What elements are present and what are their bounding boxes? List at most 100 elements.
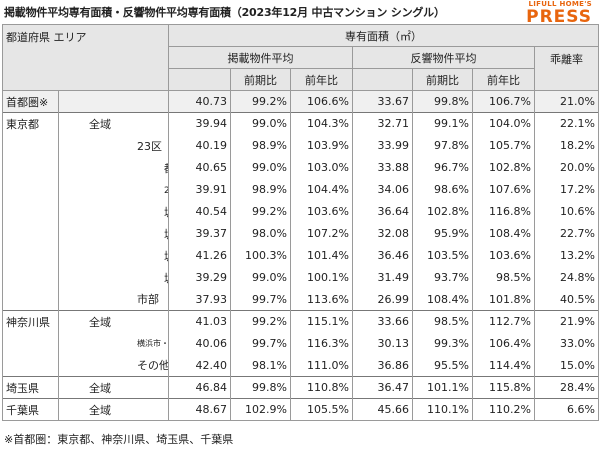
cell-resp: 36.46 (352, 244, 413, 267)
cell-resp-yoy: 112.7% (472, 310, 535, 333)
cell-listed: 39.91 (168, 178, 231, 201)
cell-listed: 39.37 (168, 222, 231, 245)
header-listed-value (168, 68, 231, 91)
table-body: 首都圏※ 40.73 99.2% 106.6% 33.67 99.8% 106.7% 21.0… (2, 90, 599, 421)
footnote: ※首都圏：東京都、神奈川県、埼玉県、千葉県 (4, 433, 234, 446)
table-row: 23区その他39.9198.9%104.4%34.0698.6%107.6%17… (2, 178, 599, 201)
table-row: 千葉県 全域 48.67 102.9% 105.5% 45.66 110.1% 110.2% 6… (2, 398, 599, 421)
cell-area: 城西 (58, 222, 169, 245)
cell-gap: 20.0% (534, 156, 599, 179)
cell-listed: 42.40 (168, 354, 231, 377)
cell-listed-mom: 99.0% (230, 266, 291, 289)
cell-listed-yoy: 103.0% (290, 156, 353, 179)
cell-resp: 30.13 (352, 332, 413, 355)
cell-listed-yoy: 104.4% (290, 178, 353, 201)
cell-listed-yoy: 103.9% (290, 134, 353, 157)
cell-resp-mom: 95.9% (412, 222, 473, 245)
cell-prefecture (2, 200, 59, 223)
cell-resp-yoy: 107.6% (472, 178, 535, 201)
table-row: 首都圏※ 40.73 99.2% 106.6% 33.67 99.8% 106.7% 21.0… (2, 90, 599, 113)
cell-area: 都心6区 (58, 156, 169, 179)
cell-listed: 41.26 (168, 244, 231, 267)
cell-resp-yoy: 115.8% (472, 376, 535, 399)
cell-listed-mom: 98.1% (230, 354, 291, 377)
cell-listed: 40.54 (168, 200, 231, 223)
cell-listed-yoy: 107.2% (290, 222, 353, 245)
cell-resp-yoy: 110.2% (472, 398, 535, 421)
cell-resp: 33.66 (352, 310, 413, 333)
cell-listed-mom: 99.7% (230, 332, 291, 355)
cell-resp-mom: 99.8% (412, 90, 473, 113)
cell-prefecture (2, 332, 59, 355)
cell-resp-mom: 108.4% (412, 288, 473, 311)
cell-resp-mom: 98.5% (412, 310, 473, 333)
table-row: 23区 40.19 98.9% 103.9% 33.99 97.8% 105.7% 18.2% (2, 134, 599, 157)
cell-area: 横浜市・川崎市 (58, 332, 169, 355)
cell-gap: 28.4% (534, 376, 599, 399)
cell-gap: 17.2% (534, 178, 599, 201)
cell-resp: 33.99 (352, 134, 413, 157)
table-row: その他 42.40 98.1% 111.0% 36.86 95.5% 114.4% 15.0% (2, 354, 599, 377)
cell-listed-mom: 98.9% (230, 178, 291, 201)
cell-resp: 36.64 (352, 200, 413, 223)
cell-listed-mom: 99.0% (230, 112, 291, 135)
cell-gap: 40.5% (534, 288, 599, 311)
cell-resp-yoy: 106.7% (472, 90, 535, 113)
cell-listed: 40.73 (168, 90, 231, 113)
cell-prefecture: 首都圏※ (2, 90, 59, 113)
area-table: 都道府県 エリア 専有面積（㎡） 掲載物件平均 反響物件平均 乖離率 前期比 前… (2, 24, 599, 421)
cell-resp-yoy: 108.4% (472, 222, 535, 245)
cell-listed-yoy: 106.6% (290, 90, 353, 113)
cell-listed: 40.65 (168, 156, 231, 179)
cell-gap: 22.7% (534, 222, 599, 245)
table-row: 神奈川県 全域 41.03 99.2% 115.1% 33.66 98.5% 112.7% 21… (2, 310, 599, 333)
cell-prefecture (2, 244, 59, 267)
cell-gap: 15.0% (534, 354, 599, 377)
cell-area: 全域 (58, 310, 169, 333)
cell-listed: 40.06 (168, 332, 231, 355)
cell-gap: 33.0% (534, 332, 599, 355)
header-region: 都道府県 エリア (2, 24, 169, 91)
cell-prefecture (2, 134, 59, 157)
cell-area: 23区その他 (58, 178, 169, 201)
cell-listed-yoy: 110.8% (290, 376, 353, 399)
cell-resp-yoy: 104.0% (472, 112, 535, 135)
cell-resp: 26.99 (352, 288, 413, 311)
cell-resp-mom: 101.1% (412, 376, 473, 399)
header-resp-value (352, 68, 413, 91)
cell-gap: 21.9% (534, 310, 599, 333)
cell-listed-mom: 99.7% (230, 288, 291, 311)
table-row: 東京都 全域 39.94 99.0% 104.3% 32.71 99.1% 104.0% 22.… (2, 112, 599, 135)
logo-top-text: LIFULL HOME'S (528, 0, 592, 8)
cell-resp: 33.67 (352, 90, 413, 113)
cell-listed: 39.94 (168, 112, 231, 135)
cell-resp-mom: 95.5% (412, 354, 473, 377)
header-listed-yoy: 前年比 (290, 68, 353, 91)
table-row: 市部 37.93 99.7% 113.6% 26.99 108.4% 101.8% 40.5% (2, 288, 599, 311)
cell-area: 城東 (58, 200, 169, 223)
cell-prefecture: 千葉県 (2, 398, 59, 421)
cell-listed-yoy: 105.5% (290, 398, 353, 421)
cell-resp: 33.88 (352, 156, 413, 179)
cell-resp-yoy: 103.6% (472, 244, 535, 267)
cell-listed-yoy: 116.3% (290, 332, 353, 355)
brand-logo: LIFULL HOME'S PRESS (526, 1, 592, 26)
cell-resp-yoy: 102.8% (472, 156, 535, 179)
cell-resp-yoy: 98.5% (472, 266, 535, 289)
cell-listed: 46.84 (168, 376, 231, 399)
cell-listed-yoy: 113.6% (290, 288, 353, 311)
cell-prefecture (2, 266, 59, 289)
cell-resp: 45.66 (352, 398, 413, 421)
header-area: 専有面積（㎡） (168, 24, 599, 47)
cell-resp: 32.71 (352, 112, 413, 135)
header-resp-mom: 前期比 (412, 68, 473, 91)
cell-area: 市部 (58, 288, 169, 311)
cell-listed-yoy: 100.1% (290, 266, 353, 289)
cell-resp-yoy: 106.4% (472, 332, 535, 355)
cell-listed: 37.93 (168, 288, 231, 311)
cell-resp: 32.08 (352, 222, 413, 245)
header-resp-yoy: 前年比 (472, 68, 535, 91)
cell-resp-mom: 110.1% (412, 398, 473, 421)
logo-main-text: PRESS (526, 7, 592, 27)
